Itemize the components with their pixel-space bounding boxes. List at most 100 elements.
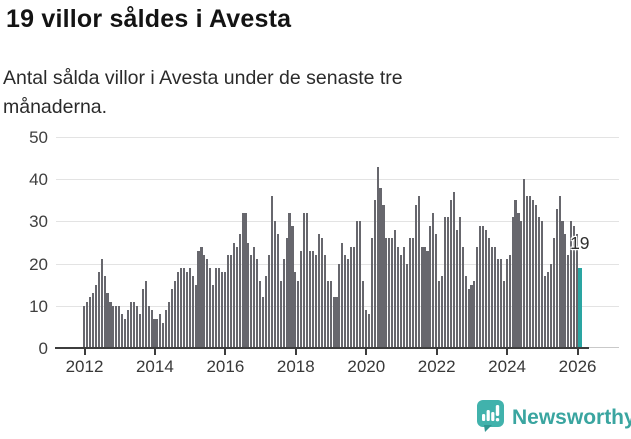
bar	[506, 259, 508, 348]
x-tick	[224, 349, 226, 355]
bar	[297, 281, 299, 349]
bar	[142, 289, 144, 348]
bar	[512, 217, 514, 348]
y-tick-label: 20	[8, 255, 48, 275]
bar	[379, 188, 381, 348]
bar	[271, 196, 273, 348]
bar	[429, 226, 431, 348]
bar	[456, 230, 458, 348]
bar	[215, 268, 217, 348]
bar	[470, 285, 472, 348]
bar	[303, 213, 305, 348]
bar	[550, 264, 552, 348]
bar	[177, 272, 179, 348]
bar	[291, 226, 293, 348]
bar-series	[83, 137, 583, 348]
bar	[101, 259, 103, 348]
bar	[162, 323, 164, 348]
bar	[377, 167, 379, 349]
x-tick-label: 2018	[268, 357, 324, 377]
bar	[538, 217, 540, 348]
bar	[526, 196, 528, 348]
bar	[447, 217, 449, 348]
bar	[397, 247, 399, 348]
bar	[247, 243, 249, 349]
bar	[494, 247, 496, 348]
bar	[479, 226, 481, 348]
x-tick	[436, 349, 438, 355]
bar	[115, 306, 117, 348]
bar	[473, 281, 475, 349]
bar	[192, 276, 194, 348]
bar	[242, 213, 244, 348]
bar	[121, 314, 123, 348]
bar	[92, 293, 94, 348]
bar	[330, 281, 332, 349]
bar	[244, 213, 246, 348]
bar	[444, 217, 446, 348]
brand-logo[interactable]: Newsworthy	[476, 399, 631, 437]
bar	[86, 302, 88, 348]
bar	[312, 251, 314, 348]
bar	[482, 226, 484, 348]
bar	[564, 234, 566, 348]
bar	[485, 230, 487, 348]
bar	[438, 281, 440, 349]
bar	[338, 264, 340, 348]
y-tick-label: 30	[8, 212, 48, 232]
bar	[406, 264, 408, 348]
bar	[236, 247, 238, 348]
bar	[280, 281, 282, 349]
bar	[306, 213, 308, 348]
bar	[124, 319, 126, 349]
bar	[294, 272, 296, 348]
bar	[153, 319, 155, 349]
bar	[259, 281, 261, 349]
x-tick	[154, 349, 156, 355]
bar	[423, 247, 425, 348]
bar	[497, 259, 499, 348]
bar	[441, 276, 443, 348]
bar	[400, 255, 402, 348]
bar	[89, 297, 91, 348]
bar	[561, 221, 563, 348]
bar	[159, 314, 161, 348]
bar	[133, 302, 135, 348]
bar	[233, 243, 235, 349]
x-tick	[365, 349, 367, 355]
bar	[95, 285, 97, 348]
bar	[145, 281, 147, 349]
bar	[183, 268, 185, 348]
bar	[476, 247, 478, 348]
bar	[109, 302, 111, 348]
bar	[197, 251, 199, 348]
bar	[186, 272, 188, 348]
bar	[277, 234, 279, 348]
bar	[165, 310, 167, 348]
y-tick-label: 10	[8, 297, 48, 317]
bar	[544, 276, 546, 348]
bar	[324, 255, 326, 348]
x-tick	[295, 349, 297, 355]
bar	[347, 259, 349, 348]
bar	[432, 213, 434, 348]
bar	[509, 255, 511, 348]
bar	[168, 302, 170, 348]
x-axis-line-extension	[589, 347, 619, 348]
bar	[200, 247, 202, 348]
bar	[465, 276, 467, 348]
bar	[450, 200, 452, 348]
bar	[151, 310, 153, 348]
bar	[459, 217, 461, 348]
bar	[350, 247, 352, 348]
bar	[174, 281, 176, 349]
bar	[268, 255, 270, 348]
bar	[532, 200, 534, 348]
bar	[230, 255, 232, 348]
bar	[288, 213, 290, 348]
newsworthy-speech-bubble-chart-icon	[476, 399, 505, 437]
bar	[156, 319, 158, 349]
x-tick-label: 2016	[197, 357, 253, 377]
bar	[409, 238, 411, 348]
latest-value-label: 19	[570, 233, 589, 254]
